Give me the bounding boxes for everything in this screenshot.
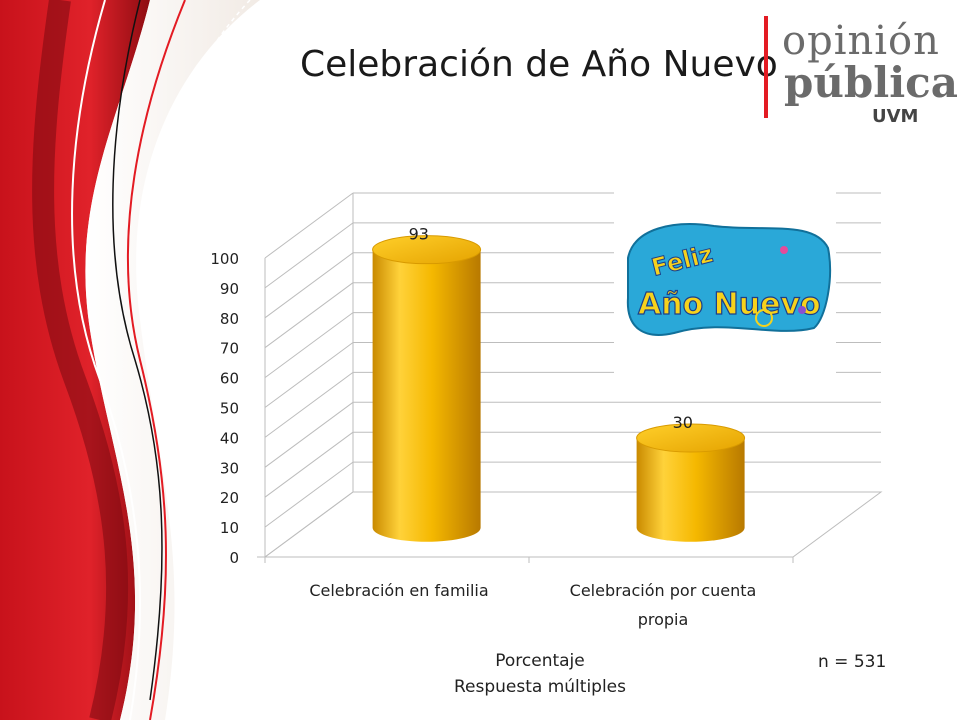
logo-line-3: UVM xyxy=(872,106,919,127)
sample-size-label: n = 531 xyxy=(818,652,887,672)
side-gridline xyxy=(264,401,354,468)
dot-icon xyxy=(798,306,806,314)
bar-top xyxy=(636,423,746,453)
x-category-label: propia xyxy=(638,610,689,629)
bar-2 xyxy=(636,423,746,542)
chart-floor xyxy=(263,491,883,558)
dashed-line xyxy=(144,0,251,720)
data-label: 93 xyxy=(409,225,429,244)
slide-title: Celebración de Año Nuevo xyxy=(300,44,778,85)
badge-banner xyxy=(626,223,831,336)
badge-text-line-2: Año Nuevo xyxy=(638,287,821,322)
y-tick-label: 80 xyxy=(220,310,239,328)
side-gridline xyxy=(264,431,354,498)
y-tick-label: 40 xyxy=(220,429,239,447)
side-gridline xyxy=(264,192,354,259)
feliz-ano-nuevo-image: Feliz Año Nuevo xyxy=(614,168,836,390)
logo-line-1: opinión xyxy=(782,18,940,64)
white-line xyxy=(71,0,141,720)
bar-body xyxy=(636,438,745,542)
y-tick-label: 70 xyxy=(220,340,239,358)
dark-red-curve xyxy=(32,0,129,720)
x-category-label: Celebración en familia xyxy=(309,581,488,600)
logo-line-2: pública xyxy=(784,58,958,107)
side-gridline xyxy=(264,461,354,528)
y-tick-label: 30 xyxy=(220,459,239,477)
data-labels: 93 30 xyxy=(409,225,693,432)
chart-bars xyxy=(372,235,746,542)
red-line xyxy=(126,0,186,720)
cream-swoosh xyxy=(85,0,261,720)
side-gridline xyxy=(264,342,354,408)
bar-1 xyxy=(372,235,482,542)
y-tick-label: 0 xyxy=(229,549,239,567)
y-tick-label: 20 xyxy=(220,489,239,507)
y-tick-label: 50 xyxy=(220,400,239,418)
y-tick-label: 60 xyxy=(220,370,239,388)
bar-body xyxy=(372,249,481,542)
y-tick-label: 10 xyxy=(220,519,239,537)
chart-axes xyxy=(257,193,883,563)
bar-top xyxy=(372,235,482,265)
y-tick-labels: 0 10 20 30 40 50 60 70 80 90 100 xyxy=(210,250,239,567)
data-label: 30 xyxy=(673,413,693,432)
logo-red-bar xyxy=(764,16,768,118)
y-tick-label: 90 xyxy=(220,280,239,298)
side-gridline xyxy=(264,371,354,438)
star-icon xyxy=(780,246,788,254)
swirl-icon xyxy=(755,309,773,327)
x-category-labels: Celebración en familia Celebración por cu… xyxy=(309,581,756,629)
caption-line-1: Porcentaje xyxy=(495,651,585,671)
black-line xyxy=(112,0,163,701)
x-category-label: Celebración por cuenta xyxy=(570,581,757,600)
side-gridline xyxy=(264,222,354,289)
side-gridline xyxy=(264,312,354,379)
chart-caption: Porcentaje Respuesta múltiples xyxy=(385,648,695,700)
opinion-publica-logo: opinión pública UVM xyxy=(760,14,958,127)
y-tick-label: 100 xyxy=(210,250,239,268)
side-gridline xyxy=(264,252,354,319)
side-gridline xyxy=(264,282,354,349)
caption-line-2: Respuesta múltiples xyxy=(453,677,626,697)
